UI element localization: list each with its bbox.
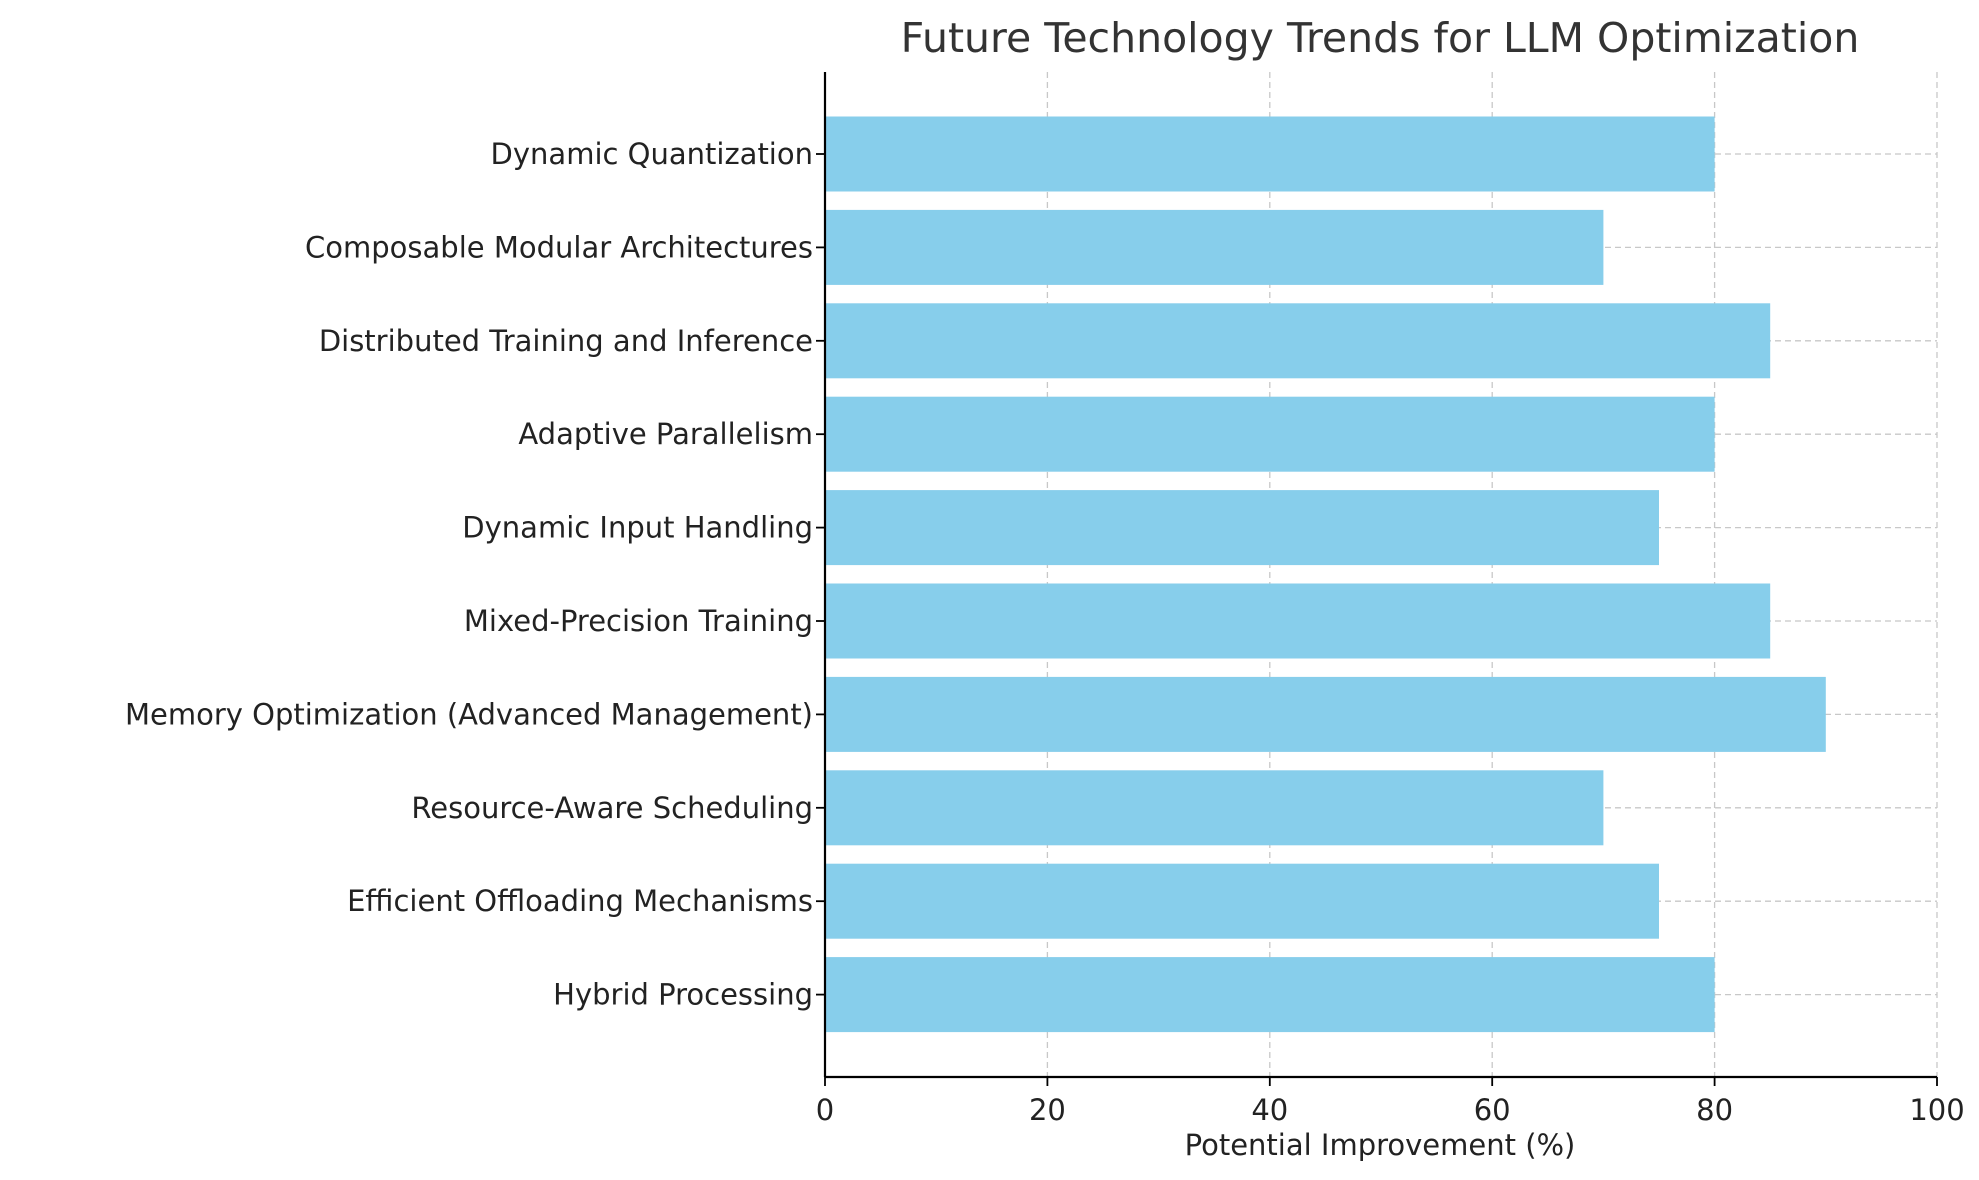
- bar: [825, 116, 1715, 192]
- x-tick-label: 40: [1251, 1093, 1288, 1127]
- y-tick-label: Distributed Training and Inference: [319, 324, 813, 358]
- bar: [825, 303, 1771, 379]
- x-tick-label: 100: [1909, 1093, 1964, 1127]
- bar: [825, 583, 1771, 659]
- y-tick-label: Dynamic Quantization: [491, 137, 813, 171]
- bar: [825, 396, 1715, 472]
- y-tick-label: Composable Modular Architectures: [305, 230, 813, 264]
- y-tick-label: Adaptive Parallelism: [518, 417, 813, 451]
- bar: [825, 676, 1826, 752]
- x-axis-ticks: 0 20 40 60 80 100: [816, 1077, 1965, 1127]
- bar: [825, 209, 1604, 285]
- x-tick-label: 20: [1029, 1093, 1066, 1127]
- y-tick-label: Memory Optimization (Advanced Management…: [125, 697, 813, 731]
- bar: [825, 490, 1659, 566]
- x-tick-label: 60: [1474, 1093, 1511, 1127]
- x-tick-label: 80: [1696, 1093, 1733, 1127]
- bars: [825, 116, 1826, 1033]
- y-axis-ticks: Dynamic Quantization Composable Modular A…: [125, 137, 825, 1012]
- x-tick-label: 0: [816, 1093, 834, 1127]
- x-axis-label: Potential Improvement (%): [1185, 1128, 1576, 1162]
- chart-title: Future Technology Trends for LLM Optimiz…: [901, 14, 1860, 62]
- y-tick-label: Efficient Offloading Mechanisms: [347, 884, 813, 918]
- y-tick-label: Mixed-Precision Training: [464, 604, 813, 638]
- bar: [825, 863, 1659, 939]
- bar: [825, 770, 1604, 846]
- axes: [823, 72, 1937, 1079]
- y-tick-label: Resource-Aware Scheduling: [411, 791, 813, 825]
- y-tick-label: Dynamic Input Handling: [462, 511, 813, 545]
- y-tick-label: Hybrid Processing: [553, 978, 813, 1012]
- bar: [825, 957, 1715, 1033]
